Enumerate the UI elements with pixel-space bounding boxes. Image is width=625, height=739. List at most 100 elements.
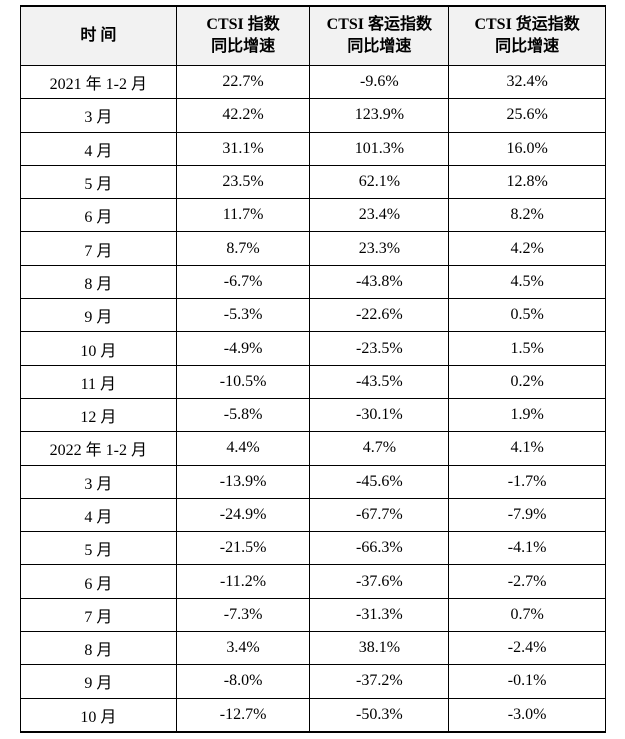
value-cell: 0.2% [448, 364, 606, 399]
value-cell: -4.9% [175, 331, 311, 366]
value-cell: 1.5% [448, 331, 606, 366]
value-cell: -24.9% [175, 497, 311, 533]
period-cell: 3 月 [20, 98, 177, 133]
value-cell: -7.9% [448, 497, 606, 533]
table-row: 5 月 23.5% 62.1% 12.8% [20, 164, 606, 200]
table-row: 4 月 31.1% 101.3% 16.0% [20, 131, 606, 166]
header-cell: CTSI 客运指数 同比增速 [309, 5, 450, 66]
period-cell: 3 月 [20, 464, 177, 499]
table-body: 2021 年 1-2 月 22.7% -9.6% 32.4% 3 月 42.2% 123.9… [20, 64, 606, 733]
table-row: 3 月 42.2% 123.9% 25.6% [20, 98, 606, 133]
header-text: CTSI 客运指数 [326, 16, 433, 33]
value-cell: 42.2% [175, 98, 311, 133]
value-cell: 32.4% [448, 64, 606, 100]
table-row: 9 月 -8.0% -37.2% -0.1% [20, 664, 606, 699]
value-cell: -5.8% [175, 397, 311, 433]
value-cell: -43.8% [309, 264, 450, 300]
value-cell: -23.5% [309, 331, 450, 366]
period-cell: 6 月 [20, 198, 177, 233]
table-row: 11 月 -10.5% -43.5% 0.2% [20, 364, 606, 399]
value-cell: 3.4% [175, 631, 311, 666]
value-cell: -45.6% [309, 464, 450, 499]
data-table: 时 间 CTSI 指数 同比增速 CTSI 客运指数 同比增速 CTSI 货运指数 同比增速… [20, 5, 606, 733]
value-cell: 23.3% [309, 231, 450, 266]
period-cell: 10 月 [20, 697, 177, 733]
period-cell: 2021 年 1-2 月 [20, 64, 177, 100]
period-cell: 10 月 [20, 331, 177, 366]
value-cell: -1.7% [448, 464, 606, 499]
value-cell: 4.1% [448, 431, 606, 466]
value-cell: -43.5% [309, 364, 450, 399]
table-row: 6 月 -11.2% -37.6% -2.7% [20, 564, 606, 599]
value-cell: 62.1% [309, 164, 450, 200]
table-row: 7 月 8.7% 23.3% 4.2% [20, 231, 606, 266]
header-text: 同比增速 [495, 38, 560, 55]
period-cell: 6 月 [20, 564, 177, 599]
value-cell: -9.6% [309, 64, 450, 100]
value-cell: 0.7% [448, 597, 606, 633]
value-cell: -37.6% [309, 564, 450, 599]
value-cell: -0.1% [448, 664, 606, 699]
value-cell: 16.0% [448, 131, 606, 166]
value-cell: -7.3% [175, 597, 311, 633]
period-cell: 4 月 [20, 131, 177, 166]
value-cell: -2.4% [448, 631, 606, 666]
value-cell: 4.7% [309, 431, 450, 466]
value-cell: 25.6% [448, 98, 606, 133]
value-cell: -8.0% [175, 664, 311, 699]
header-text: CTSI 货运指数 [474, 16, 580, 33]
period-cell: 8 月 [20, 631, 177, 666]
value-cell: -10.5% [175, 364, 311, 399]
table-row: 4 月 -24.9% -67.7% -7.9% [20, 497, 606, 533]
period-cell: 12 月 [20, 397, 177, 433]
value-cell: -31.3% [309, 597, 450, 633]
value-cell: -5.3% [175, 298, 311, 333]
value-cell: 101.3% [309, 131, 450, 166]
value-cell: -30.1% [309, 397, 450, 433]
header-row: 时 间 CTSI 指数 同比增速 CTSI 客运指数 同比增速 CTSI 货运指数 同比增速 [20, 5, 606, 66]
table-row: 5 月 -21.5% -66.3% -4.1% [20, 531, 606, 566]
table-row: 9 月 -5.3% -22.6% 0.5% [20, 298, 606, 333]
value-cell: 0.5% [448, 298, 606, 333]
period-cell: 4 月 [20, 497, 177, 533]
value-cell: 4.5% [448, 264, 606, 300]
table-row: 8 月 -6.7% -43.8% 4.5% [20, 264, 606, 300]
period-cell: 9 月 [20, 298, 177, 333]
header-text: CTSI 指数 [206, 16, 280, 33]
value-cell: -13.9% [175, 464, 311, 499]
value-cell: 123.9% [309, 98, 450, 133]
period-cell: 7 月 [20, 231, 177, 266]
period-cell: 8 月 [20, 264, 177, 300]
value-cell: 11.7% [175, 198, 311, 233]
period-cell: 9 月 [20, 664, 177, 699]
value-cell: -67.7% [309, 497, 450, 533]
header-cell: CTSI 货运指数 同比增速 [448, 5, 606, 66]
table-row: 7 月 -7.3% -31.3% 0.7% [20, 597, 606, 633]
value-cell: 38.1% [309, 631, 450, 666]
table-row: 6 月 11.7% 23.4% 8.2% [20, 198, 606, 233]
value-cell: -3.0% [448, 697, 606, 733]
value-cell: 4.4% [175, 431, 311, 466]
value-cell: 12.8% [448, 164, 606, 200]
table-row: 2022 年 1-2 月 4.4% 4.7% 4.1% [20, 431, 606, 466]
period-cell: 5 月 [20, 164, 177, 200]
value-cell: -37.2% [309, 664, 450, 699]
value-cell: -50.3% [309, 697, 450, 733]
header-cell: 时 间 [20, 5, 177, 66]
value-cell: -21.5% [175, 531, 311, 566]
header-text: 时 间 [80, 27, 117, 44]
table-row: 10 月 -4.9% -23.5% 1.5% [20, 331, 606, 366]
value-cell: -11.2% [175, 564, 311, 599]
table-header: 时 间 CTSI 指数 同比增速 CTSI 客运指数 同比增速 CTSI 货运指数 同比增速 [20, 5, 606, 66]
table-row: 12 月 -5.8% -30.1% 1.9% [20, 397, 606, 433]
period-cell: 11 月 [20, 364, 177, 399]
value-cell: -4.1% [448, 531, 606, 566]
value-cell: -22.6% [309, 298, 450, 333]
value-cell: -66.3% [309, 531, 450, 566]
value-cell: -2.7% [448, 564, 606, 599]
period-cell: 5 月 [20, 531, 177, 566]
value-cell: 23.5% [175, 164, 311, 200]
header-text: 同比增速 [211, 38, 276, 55]
value-cell: 8.2% [448, 198, 606, 233]
